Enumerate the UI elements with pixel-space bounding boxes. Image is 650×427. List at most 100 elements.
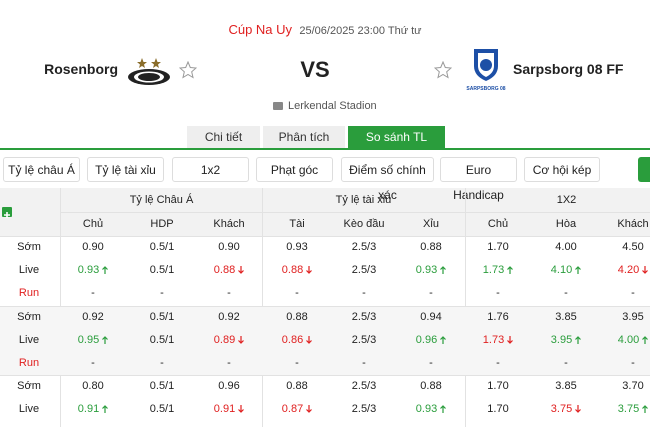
favorite-star[interactable] <box>179 61 197 79</box>
odds-cell: 0.87 <box>264 398 330 421</box>
odds-cell: 0.5/1 <box>129 375 195 398</box>
odds-value: 3.95 <box>550 333 573 346</box>
odds-value: 3.75 <box>550 403 573 416</box>
trend-arrow-down <box>238 266 245 275</box>
odds-value: 0.92 <box>218 310 240 323</box>
odds-cell: - <box>533 282 599 305</box>
odds-cell: 0.90 <box>196 236 262 259</box>
trend-arrow-up <box>575 266 582 275</box>
expand-button[interactable] <box>2 207 12 218</box>
filter-button[interactable]: Điểm số chính xác <box>341 157 434 202</box>
tab[interactable]: Phân tích <box>263 126 345 148</box>
odds-value: 4.50 <box>622 241 644 253</box>
odds-value: - <box>91 287 95 300</box>
odds-cell: 0.92 <box>196 306 262 329</box>
filter-button[interactable]: Tỷ lệ tài xỉu <box>87 157 164 182</box>
trend-arrow-down <box>306 335 313 344</box>
odds-cell: - <box>60 352 126 375</box>
row-label: Live <box>18 264 40 277</box>
group-header: Tỷ lệ Châu Á <box>129 194 194 206</box>
odds-cell: 3.85 <box>533 306 599 329</box>
odds-cell: 1.70 <box>465 236 531 259</box>
odds-value: - <box>631 287 635 300</box>
odds-value: 0.86 <box>281 333 304 346</box>
odds-cell: 3.95 <box>600 306 650 329</box>
row-label: Run <box>18 357 40 369</box>
trend-arrow-up <box>642 405 649 414</box>
trend-arrow-up <box>440 266 447 275</box>
odds-cell: 0.93 <box>60 259 126 282</box>
odds-cell: - <box>129 282 195 305</box>
block-divider <box>0 375 650 377</box>
odds-value: 3.75 <box>617 403 640 416</box>
trend-arrow-down <box>238 335 245 344</box>
odds-cell: - <box>264 352 330 375</box>
home-logo <box>128 58 170 85</box>
odds-cell: 0.93 <box>398 259 464 282</box>
odds-cell: 0.88 <box>264 259 330 282</box>
odds-value: 0.5/1 <box>149 333 175 346</box>
odds-value: 0.5/1 <box>149 241 175 253</box>
odds-value: - <box>429 357 433 369</box>
odds-value: 0.88 <box>420 241 442 253</box>
odds-value: - <box>496 287 500 300</box>
odds-value: 3.85 <box>555 310 577 323</box>
odds-value: - <box>429 287 433 300</box>
filter-button[interactable]: Phạt góc <box>256 157 333 182</box>
row-label: Sớm <box>17 380 41 393</box>
odds-value: 1.70 <box>487 403 509 416</box>
odds-cell: 2.5/3 <box>331 236 397 259</box>
odds-cell: 3.95 <box>533 329 599 352</box>
odds-value: 2.5/3 <box>351 310 377 323</box>
odds-cell: - <box>465 352 531 375</box>
odds-cell: - <box>398 282 464 305</box>
odds-value: 0.88 <box>213 264 236 277</box>
away-logo-text: SARPSBORG 08 <box>466 86 506 92</box>
odds-cell: 4.10 <box>533 259 599 282</box>
odds-value: 0.91 <box>213 403 236 416</box>
odds-value: 0.90 <box>82 241 104 253</box>
odds-cell: 2.5/3 <box>331 306 397 329</box>
odds-value: 4.10 <box>550 264 573 277</box>
odds-value: 0.88 <box>286 310 308 323</box>
odds-value: 0.5/1 <box>149 264 175 277</box>
favorite-star[interactable] <box>434 61 452 79</box>
tab[interactable]: So sánh TL <box>348 126 445 148</box>
odds-value: 0.93 <box>286 241 308 253</box>
tab[interactable]: Chi tiết <box>187 126 260 148</box>
trend-arrow-down <box>238 405 245 414</box>
odds-value: 0.5/1 <box>149 310 175 323</box>
column-header: Hòa <box>555 218 577 230</box>
odds-value: 2.5/3 <box>351 264 377 277</box>
filter-button[interactable]: Tỷ lệ châu Á <box>3 157 80 182</box>
odds-cell: 3.85 <box>533 375 599 398</box>
extra-button[interactable] <box>638 157 650 182</box>
odds-value: - <box>91 357 95 369</box>
trend-arrow-down <box>507 335 514 344</box>
filter-button[interactable]: Cơ hội kép <box>524 157 600 182</box>
odds-value: - <box>631 357 635 369</box>
odds-cell: 0.5/1 <box>129 259 195 282</box>
odds-value: 3.85 <box>555 380 577 393</box>
odds-value: 0.96 <box>415 333 438 346</box>
odds-cell: 1.76 <box>465 306 531 329</box>
odds-cell: - <box>196 352 262 375</box>
column-header: Chủ <box>487 218 509 230</box>
odds-value: - <box>496 357 500 369</box>
odds-value: 0.92 <box>82 310 104 323</box>
odds-cell: - <box>60 282 126 305</box>
odds-value: 0.89 <box>213 333 236 346</box>
odds-cell: 0.88 <box>264 306 330 329</box>
odds-value: 3.70 <box>622 380 644 393</box>
trend-arrow-up <box>440 336 447 344</box>
odds-value: 0.88 <box>286 380 308 393</box>
odds-value: 2.5/3 <box>351 403 377 416</box>
filter-button[interactable]: Euro Handicap <box>440 157 517 202</box>
trend-arrow-down <box>306 405 313 414</box>
block-divider <box>0 305 650 307</box>
odds-cell: - <box>600 282 650 305</box>
trend-arrow-up <box>102 336 109 344</box>
odds-cell: - <box>465 282 531 305</box>
filter-button[interactable]: 1x2 <box>172 157 249 182</box>
odds-value: 0.95 <box>77 333 100 346</box>
